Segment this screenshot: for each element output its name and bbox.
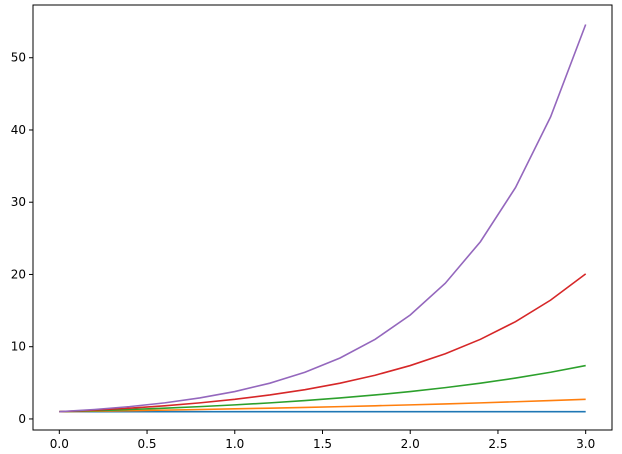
x-tick-label: 3.0	[576, 437, 595, 451]
x-tick-label: 1.5	[313, 437, 332, 451]
y-tick-label: 10	[11, 340, 26, 354]
line-series	[59, 24, 587, 413]
x-tick-label: 0.5	[137, 437, 156, 451]
x-tick-label: 2.0	[401, 437, 420, 451]
line-series	[59, 398, 586, 413]
axes-frame	[32, 4, 613, 431]
line-series	[59, 364, 586, 413]
line-series	[59, 273, 587, 413]
y-tick-label: 20	[11, 267, 26, 281]
x-tick-label: 1.0	[225, 437, 244, 451]
x-tick-label: 0.0	[50, 437, 69, 451]
y-tick-label: 0	[18, 412, 26, 426]
y-tick-label: 30	[11, 195, 26, 209]
y-tick-label: 40	[11, 123, 26, 137]
y-tick-label: 50	[11, 51, 26, 65]
x-tick-label: 2.5	[488, 437, 507, 451]
